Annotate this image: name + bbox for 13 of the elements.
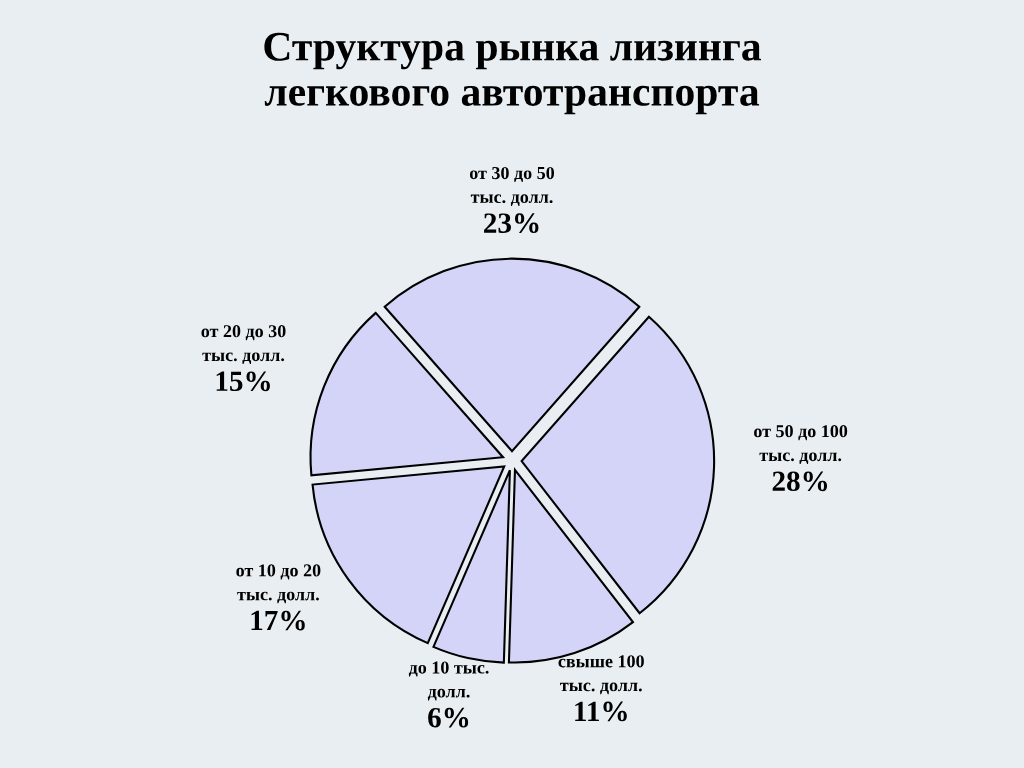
data-label: 28% <box>772 471 828 492</box>
slice-label: от 20 до 30 тыс. долл. <box>201 325 286 365</box>
data-label: 17% <box>251 610 305 631</box>
chart-title: Структура рынка лизинга легкового автотранспорта <box>264 32 762 115</box>
data-label: 23% <box>484 213 539 234</box>
slice-label: до 10 тыс. долл. <box>408 661 489 701</box>
slice-label: свыше 100 тыс. долл. <box>558 655 644 695</box>
slice-label: от 10 до 20 тыс. долл. <box>236 564 321 604</box>
data-label: 11% <box>575 701 627 722</box>
data-label: 6% <box>428 707 469 728</box>
slice-label: от 30 до 50 тыс. долл. <box>469 166 555 206</box>
slice-label: от 50 до 100 тыс. долл. <box>754 425 848 465</box>
data-label: 15% <box>216 371 270 392</box>
